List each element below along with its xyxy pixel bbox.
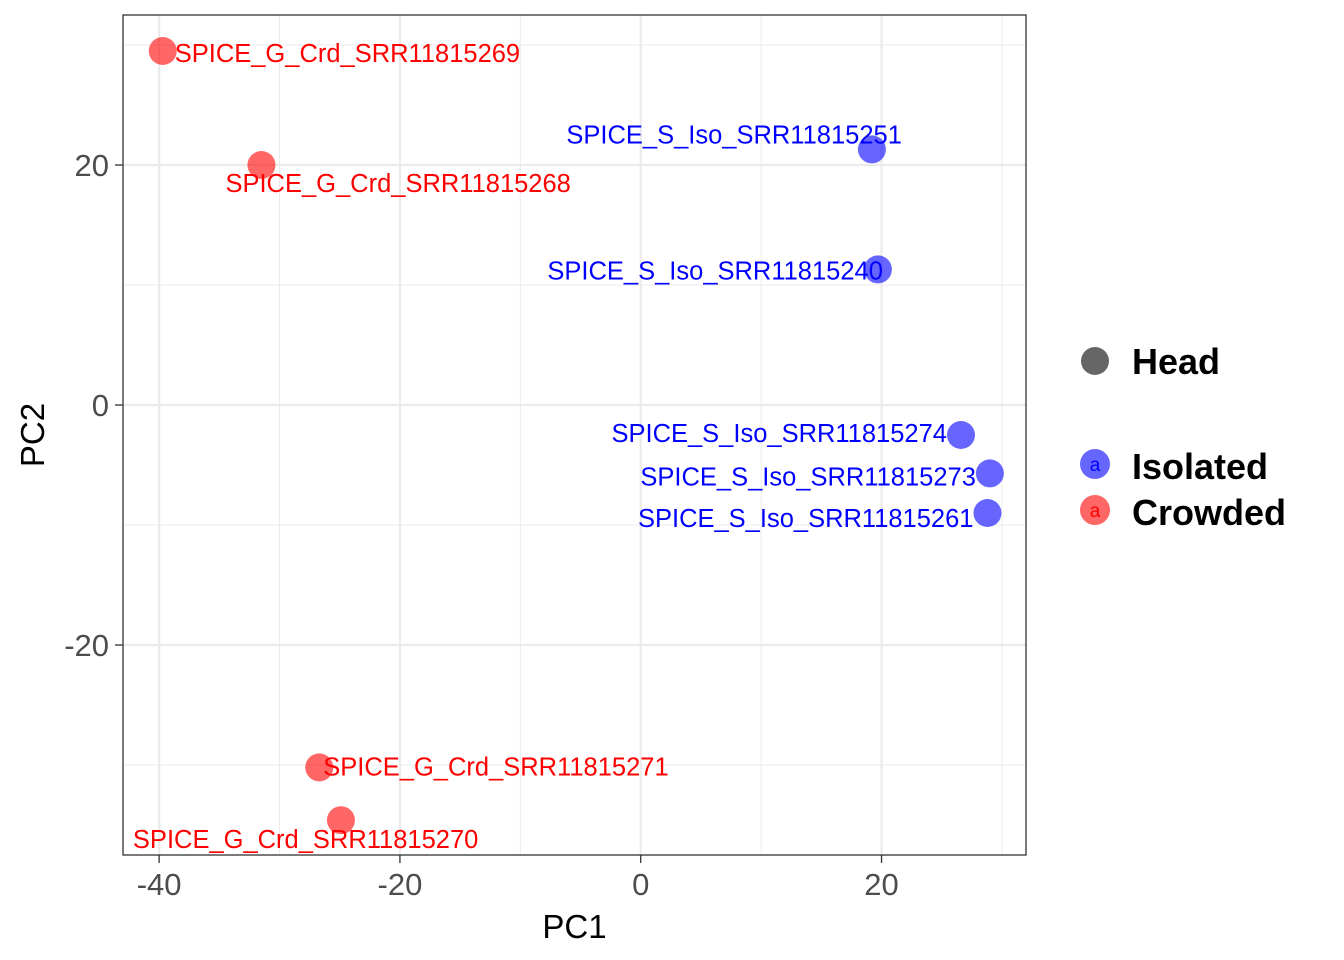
data-point [247, 151, 276, 179]
axis-tick-labels: -40 -20 0 20 -20 0 20 [64, 148, 899, 902]
y-tick-label: 20 [75, 148, 109, 183]
points [148, 37, 1004, 835]
grid-minor [123, 15, 1026, 855]
data-point [973, 499, 1002, 527]
x-tick-label: -40 [137, 867, 182, 902]
legend-label-isolated: Isolated [1132, 446, 1268, 487]
point-labels: SPICE_G_Crd_SRR11815269 SPICE_G_Crd_SRR11… [133, 40, 976, 854]
y-tick-label: 0 [92, 388, 109, 423]
data-point-label: SPICE_S_Iso_SRR11815240 [547, 257, 883, 285]
data-point-label: SPICE_S_Iso_SRR11815251 [566, 121, 902, 149]
x-tick-label: -20 [378, 867, 423, 902]
grid-major [123, 15, 1026, 855]
axis-ticks [115, 164, 883, 863]
legend-label-crowded: Crowded [1132, 492, 1286, 533]
data-point [863, 255, 892, 284]
data-point [975, 459, 1004, 488]
data-point-label: SPICE_G_Crd_SRR11815269 [175, 40, 520, 68]
legend-key-letter-isolated: a [1090, 455, 1101, 476]
data-point [857, 135, 886, 164]
legend: Head a Isolated a Crowded [1080, 341, 1286, 533]
data-point [326, 806, 355, 835]
legend-key-isolated [1080, 449, 1110, 479]
legend-key-crowded [1080, 495, 1110, 525]
x-axis-title: PC1 [542, 908, 606, 945]
x-tick-label: 20 [864, 867, 898, 902]
data-point [148, 37, 177, 65]
data-point-label: SPICE_S_Iso_SRR11815274 [611, 420, 947, 448]
data-point [946, 421, 975, 449]
data-point-label: SPICE_S_Iso_SRR11815273 [640, 463, 976, 491]
y-axis-title: PC2 [14, 403, 51, 467]
data-point-label: SPICE_S_Iso_SRR11815261 [638, 505, 974, 533]
panel-border [122, 14, 1027, 856]
data-point [305, 753, 334, 782]
legend-key-head [1081, 347, 1109, 375]
data-point-label: SPICE_G_Crd_SRR11815270 [133, 826, 478, 854]
legend-label-head: Head [1132, 341, 1220, 382]
data-point-label: SPICE_G_Crd_SRR11815268 [225, 170, 570, 198]
legend-key-letter-crowded: a [1090, 501, 1101, 522]
y-tick-label: -20 [64, 628, 109, 663]
x-tick-label: 0 [632, 867, 649, 902]
data-point-label: SPICE_G_Crd_SRR11815271 [323, 753, 668, 781]
